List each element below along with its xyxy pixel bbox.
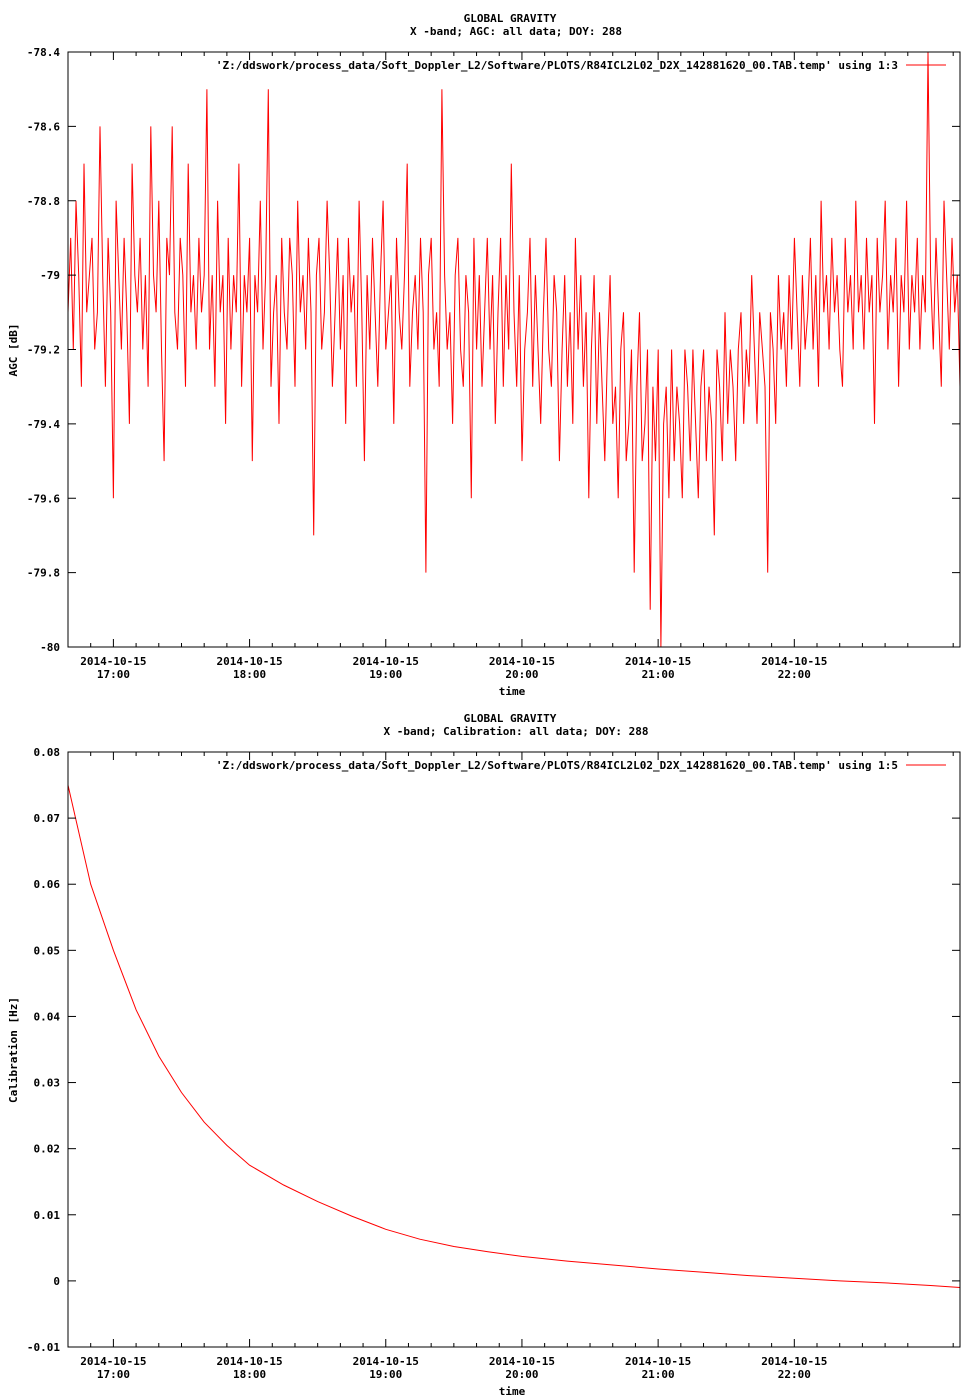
x-tick-date-label: 2014-10-15	[761, 1355, 827, 1368]
y-tick-label: -79.2	[27, 344, 60, 357]
x-tick-time-label: 20:00	[505, 1368, 538, 1381]
chart-subtitle: X -band; Calibration: all data; DOY: 288	[384, 725, 649, 738]
y-tick-label: -79.8	[27, 567, 60, 580]
x-tick-time-label: 21:00	[642, 668, 675, 681]
y-tick-label: -78.6	[27, 120, 60, 133]
x-tick-date-label: 2014-10-15	[216, 655, 282, 668]
x-axis-label: time	[499, 1385, 526, 1398]
x-tick-time-label: 18:00	[233, 1368, 266, 1381]
x-tick-time-label: 20:00	[505, 668, 538, 681]
x-tick-date-label: 2014-10-15	[625, 1355, 691, 1368]
x-tick-time-label: 19:00	[369, 1368, 402, 1381]
y-tick-label: 0.03	[34, 1077, 61, 1090]
chart-title: GLOBAL GRAVITY	[464, 712, 557, 725]
chart-calibration: GLOBAL GRAVITY X -band; Calibration: all…	[7, 712, 961, 1398]
y-tick-label: -79	[40, 269, 60, 282]
y-tick-label: 0.05	[34, 944, 61, 957]
x-tick-date-label: 2014-10-15	[353, 1355, 419, 1368]
x-tick-date-label: 2014-10-15	[80, 655, 146, 668]
x-tick-time-label: 17:00	[97, 668, 130, 681]
plot-frame	[67, 751, 961, 1348]
legend-entry: 'Z:/ddswork/process_data/Soft_Doppler_L2…	[216, 759, 898, 772]
x-tick-date-label: 2014-10-15	[80, 1355, 146, 1368]
y-tick-label: -0.01	[27, 1341, 60, 1354]
plot-frame	[67, 51, 961, 648]
agc-series-line	[67, 51, 961, 648]
chart-agc: GLOBAL GRAVITY X -band; AGC: all data; D…	[7, 12, 961, 698]
y-tick-label: 0	[53, 1275, 60, 1288]
x-tick-date-label: 2014-10-15	[489, 655, 555, 668]
y-axis-label: AGC [dB]	[7, 324, 20, 377]
x-tick-time-label: 19:00	[369, 668, 402, 681]
y-tick-label: -78.8	[27, 195, 60, 208]
y-axis-label: Calibration [Hz]	[7, 997, 20, 1103]
y-tick-label: -79.6	[27, 492, 60, 505]
x-tick-date-label: 2014-10-15	[216, 1355, 282, 1368]
y-tick-label: 0.02	[34, 1143, 61, 1156]
x-tick-time-label: 22:00	[778, 1368, 811, 1381]
y-tick-label: -79.4	[27, 418, 60, 431]
x-tick-date-label: 2014-10-15	[489, 1355, 555, 1368]
y-tick-label: -80	[40, 641, 60, 654]
x-tick-date-label: 2014-10-15	[353, 655, 419, 668]
chart-title: GLOBAL GRAVITY	[464, 12, 557, 25]
y-tick-label: 0.04	[34, 1010, 61, 1023]
x-tick-date-label: 2014-10-15	[625, 655, 691, 668]
chart-subtitle: X -band; AGC: all data; DOY: 288	[410, 25, 622, 38]
y-tick-label: -78.4	[27, 46, 60, 59]
x-axis-label: time	[499, 685, 526, 698]
y-tick-label: 0.06	[34, 878, 61, 891]
x-tick-time-label: 17:00	[97, 1368, 130, 1381]
x-tick-time-label: 18:00	[233, 668, 266, 681]
y-tick-label: 0.07	[34, 812, 61, 825]
x-tick-time-label: 22:00	[778, 668, 811, 681]
legend-entry: 'Z:/ddswork/process_data/Soft_Doppler_L2…	[216, 59, 898, 72]
calibration-series-line	[67, 784, 961, 1288]
y-tick-label: 0.01	[34, 1209, 61, 1222]
x-tick-time-label: 21:00	[642, 1368, 675, 1381]
x-tick-date-label: 2014-10-15	[761, 655, 827, 668]
y-tick-label: 0.08	[34, 746, 61, 759]
